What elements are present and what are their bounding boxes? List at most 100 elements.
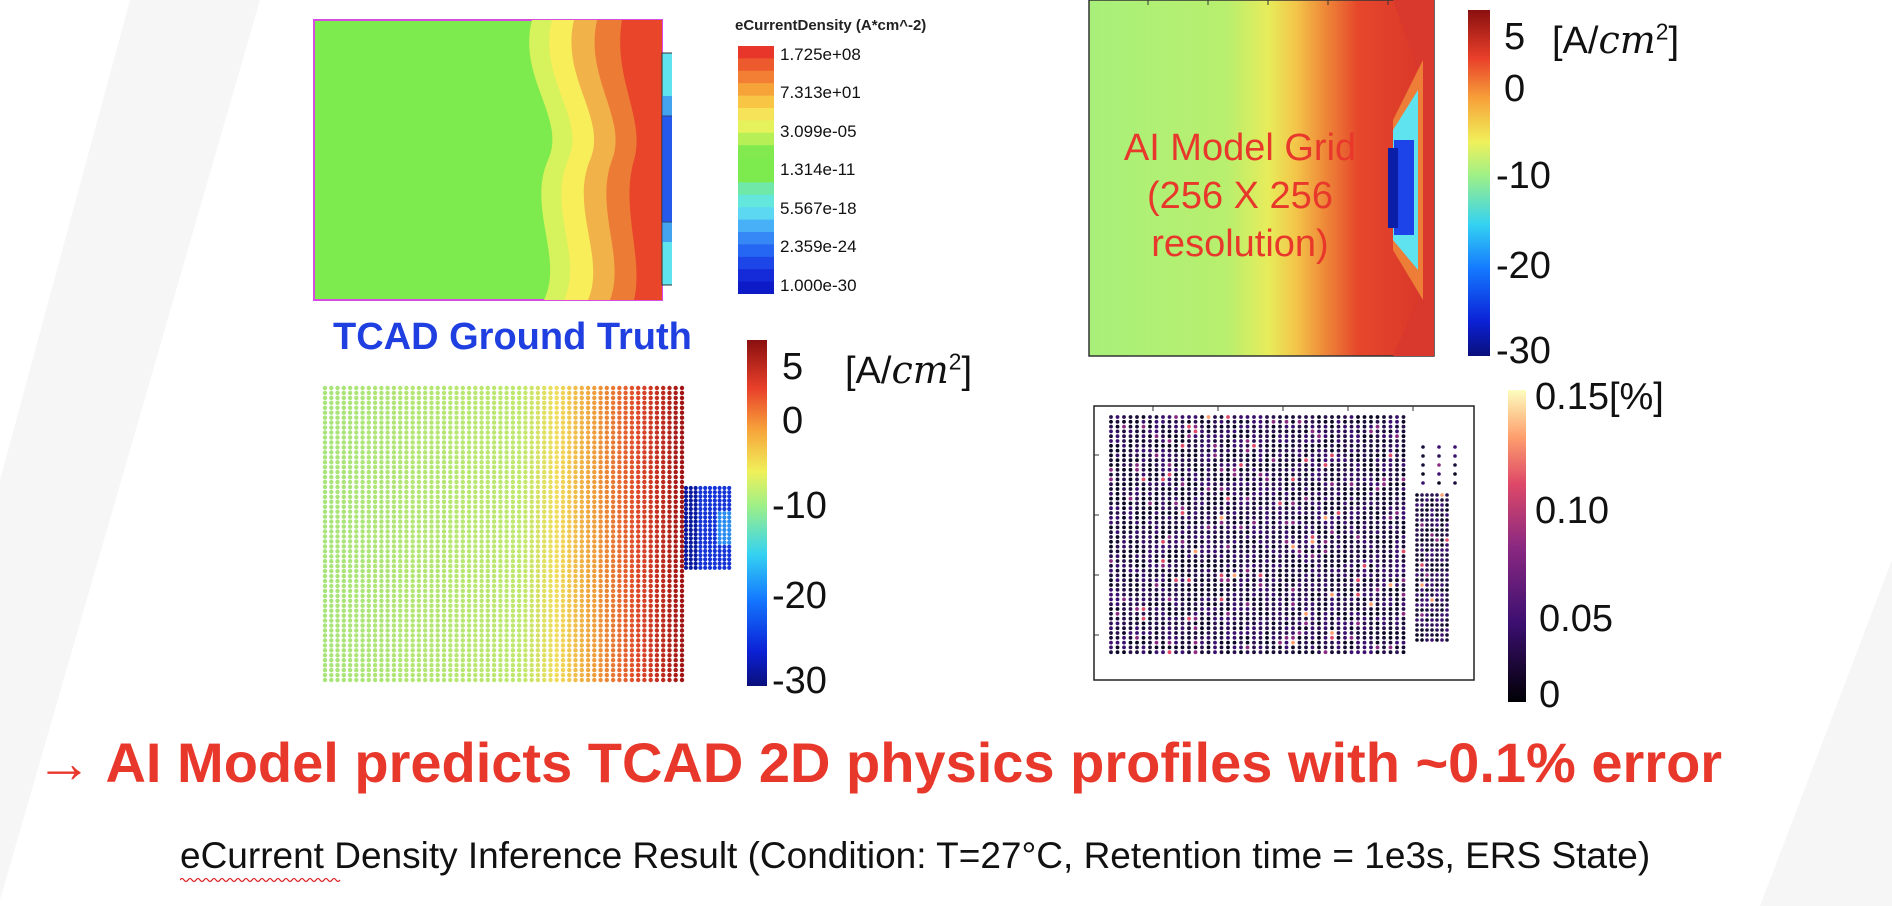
error-point [1200,415,1204,419]
tcad-point [683,540,689,545]
error-point [1180,496,1185,501]
tcad-point [410,667,415,673]
tcad-point [673,504,678,509]
tcad-point [648,638,653,643]
error-point [1258,511,1263,515]
tcad-point [429,529,434,534]
tcad-point [535,539,541,544]
tcad-point [366,504,371,509]
error-point [1219,434,1224,439]
tcad-point [504,430,509,435]
tcad-point [423,623,428,628]
tcad-point [335,445,340,450]
tcad-point [517,568,522,574]
tcad-point [673,450,678,455]
tcad-point [535,554,541,559]
error-point [1200,535,1204,539]
tcad-point [698,502,703,507]
tcad-point [329,667,334,673]
tcad-point [322,539,328,544]
tcad-point [366,509,371,514]
tcad-point [410,425,415,430]
tcad-point [722,548,727,554]
error-point [1122,621,1126,626]
tcad-point [554,568,559,574]
tcad-point [391,519,397,524]
tcad-point [404,559,409,564]
tcad-point [404,440,409,445]
tcad-point [398,395,403,401]
tcad-point [648,395,653,401]
tcad-point [441,400,447,405]
tcad-point [416,638,422,643]
tcad-point [398,415,403,420]
tcad-point [560,628,566,633]
tcad-point [372,489,378,495]
points-colorbar-tick: -20 [772,575,827,617]
tcad-point [385,410,390,415]
tcad-point [416,583,422,589]
error-point [1122,602,1126,607]
error-point [1219,515,1224,520]
error-point [1154,453,1159,458]
tcad-point [667,603,672,608]
tcad-point [379,628,384,633]
tcad-point [703,553,708,558]
tcad-point [529,549,534,554]
tcad-point [466,603,472,608]
tcad-point [347,435,353,440]
tcad-point [617,425,622,430]
tcad-point [354,474,359,480]
tcad-point [693,490,698,495]
tcad-point [517,677,522,683]
tcad-point [636,623,641,628]
tcad-point [504,534,509,539]
tcad-point [473,663,478,668]
tcad-point [466,578,472,584]
tcad-point [360,658,365,663]
tcad-point [485,440,490,445]
tcad-point [517,514,522,519]
tcad-point [485,598,490,603]
error-point [1232,650,1237,655]
error-point [1232,525,1237,530]
tcad-point [435,653,440,658]
tcad-point [654,638,660,643]
tcad-point [579,390,584,396]
tcad-point [379,663,384,668]
tcad-point [429,534,434,539]
tcad-point [347,440,353,445]
tcad-point [573,593,578,599]
tcad-point [460,544,465,549]
tcad-point [491,455,497,460]
tcad-point [479,410,484,415]
error-point [1161,491,1165,496]
error-point [1174,573,1178,578]
error-point [1213,616,1217,621]
tcad-point [322,578,328,584]
error-point [1245,530,1250,535]
error-point [1161,434,1165,439]
tcad-point [560,460,566,465]
error-point [1232,607,1237,611]
error-point [1219,559,1224,563]
tcad-point [322,667,328,673]
tcad-point [661,638,666,643]
tcad-point [654,578,660,584]
tcad-point [423,628,428,633]
tcad-point [360,469,365,475]
tcad-point [585,598,591,603]
error-point [1200,419,1204,424]
error-point [1258,635,1263,640]
tcad-point [473,648,478,653]
tcad-point [423,554,428,559]
tcad-point [573,445,578,450]
tcad-point [391,608,397,613]
tcad-point [642,603,647,608]
tcad-point [441,395,447,401]
tcad-point [441,479,447,485]
error-point [1154,549,1159,554]
tcad-point [341,628,346,633]
tcad-point [404,395,409,401]
error-point [1141,626,1146,631]
